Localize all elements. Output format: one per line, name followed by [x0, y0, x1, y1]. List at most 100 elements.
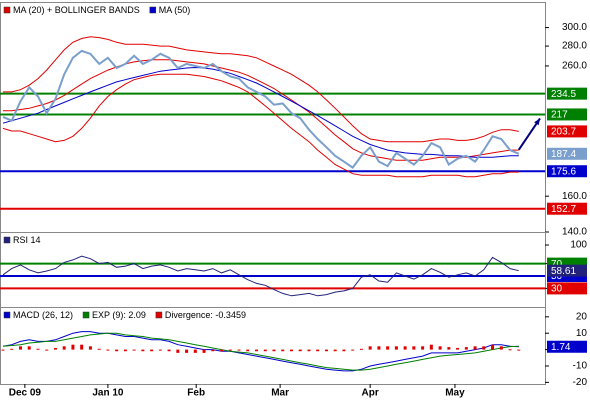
- divergence-bar: [71, 344, 75, 350]
- divergence-bar: [18, 346, 22, 350]
- y-tick-label: 10: [576, 328, 588, 339]
- divergence-bar: [237, 349, 241, 351]
- divergence-bar: [141, 349, 145, 352]
- series-line: [2, 255, 519, 297]
- divergence-bar: [307, 349, 311, 352]
- end-value-label: 58.61: [551, 266, 576, 277]
- level-label-box: [547, 108, 587, 121]
- series-line: [2, 66, 519, 158]
- divergence-bar: [447, 347, 451, 350]
- divergence-bar: [386, 346, 390, 350]
- divergence-bar: [289, 349, 293, 352]
- series-line: [2, 332, 519, 371]
- divergence-bar: [123, 349, 127, 352]
- divergence-bar: [324, 349, 328, 352]
- divergence-bar: [359, 348, 363, 350]
- divergence-bar: [167, 349, 171, 352]
- divergence-bar: [342, 349, 346, 352]
- y-tick-label: -10: [573, 361, 588, 372]
- x-tick-label: May: [445, 388, 465, 399]
- divergence-bar: [473, 346, 477, 350]
- legend-swatch: [149, 6, 157, 14]
- y-tick-label: 140.0: [562, 227, 587, 238]
- divergence-bar: [412, 346, 416, 350]
- divergence-bar: [106, 349, 110, 351]
- divergence-bar: [333, 349, 337, 352]
- divergence-bar: [10, 348, 14, 350]
- divergence-bar: [499, 346, 503, 350]
- divergence-bar: [176, 349, 180, 353]
- y-tick-label: -20: [573, 377, 588, 388]
- divergence-bar: [150, 349, 154, 352]
- level-label: 234.5: [551, 89, 576, 100]
- level-label: 30: [551, 284, 563, 295]
- end-value-label: 187.4: [551, 149, 576, 160]
- x-tick-label: Dec 09: [9, 388, 42, 399]
- divergence-bar: [298, 349, 302, 352]
- y-tick-label: 20: [576, 311, 588, 322]
- divergence-bar: [115, 349, 119, 352]
- y-tick-label: 300.0: [562, 22, 587, 33]
- divergence-bar: [316, 349, 320, 352]
- divergence-bar: [351, 349, 355, 351]
- y-tick-label: 280.0: [562, 41, 587, 52]
- divergence-bar: [53, 347, 57, 350]
- divergence-bar: [202, 349, 206, 353]
- end-value-label: 1.74: [551, 342, 571, 353]
- series-line: [2, 73, 519, 178]
- level-label: 175.6: [551, 166, 576, 177]
- legend-label: MACD (26, 12): [13, 310, 73, 320]
- divergence-bar: [377, 346, 381, 350]
- divergence-bar: [263, 349, 267, 352]
- level-label: 70: [551, 259, 563, 270]
- divergence-bar: [246, 349, 250, 352]
- legend-label: MA (50): [159, 5, 191, 15]
- x-tick-label: Feb: [187, 388, 205, 399]
- x-tick-label: Mar: [271, 388, 289, 399]
- divergence-bar: [255, 349, 259, 352]
- divergence-bar: [421, 346, 425, 350]
- legend-label: MA (20) + BOLLINGER BANDS: [13, 5, 140, 15]
- divergence-bar: [132, 349, 136, 351]
- divergence-bar: [508, 349, 512, 351]
- level-label-box: [547, 202, 587, 215]
- divergence-bar: [482, 346, 486, 350]
- level-label: 152.7: [551, 204, 576, 215]
- legend-swatch: [3, 311, 11, 319]
- end-value-label-box: [547, 125, 587, 138]
- divergence-bar: [97, 348, 101, 350]
- legend-label: Divergence: -0.3459: [165, 310, 246, 320]
- divergence-bar: [517, 349, 521, 351]
- forecast-arrow-head: [534, 118, 540, 126]
- level-label-box: [547, 282, 587, 295]
- divergence-bar: [45, 349, 49, 351]
- divergence-bar: [403, 346, 407, 350]
- x-tick-label: Jan 10: [92, 388, 124, 399]
- series-line: [3, 36, 519, 143]
- divergence-bar: [88, 346, 92, 350]
- y-tick-label: 160.0: [562, 191, 587, 202]
- divergence-bar: [62, 346, 66, 350]
- legend-label: EXP (9): 2.09: [92, 310, 146, 320]
- divergence-bar: [464, 347, 468, 350]
- divergence-bar: [429, 344, 433, 350]
- legend-label: RSI 14: [13, 235, 41, 245]
- series-line: [2, 331, 519, 372]
- divergence-bar: [185, 349, 189, 353]
- series-line: [2, 49, 520, 169]
- divergence-bar: [211, 349, 215, 352]
- divergence-bar: [456, 347, 460, 350]
- divergence-bar: [228, 349, 232, 351]
- divergence-bar: [272, 349, 276, 352]
- divergence-bar: [193, 349, 197, 353]
- divergence-bar: [394, 346, 398, 350]
- divergence-bar: [281, 349, 285, 352]
- divergence-bar: [220, 349, 224, 352]
- y-tick-label: 100: [570, 240, 587, 251]
- divergence-bar: [27, 346, 31, 350]
- end-value-label-box: [547, 147, 587, 160]
- level-label-box: [547, 165, 587, 178]
- divergence-bar: [36, 348, 40, 350]
